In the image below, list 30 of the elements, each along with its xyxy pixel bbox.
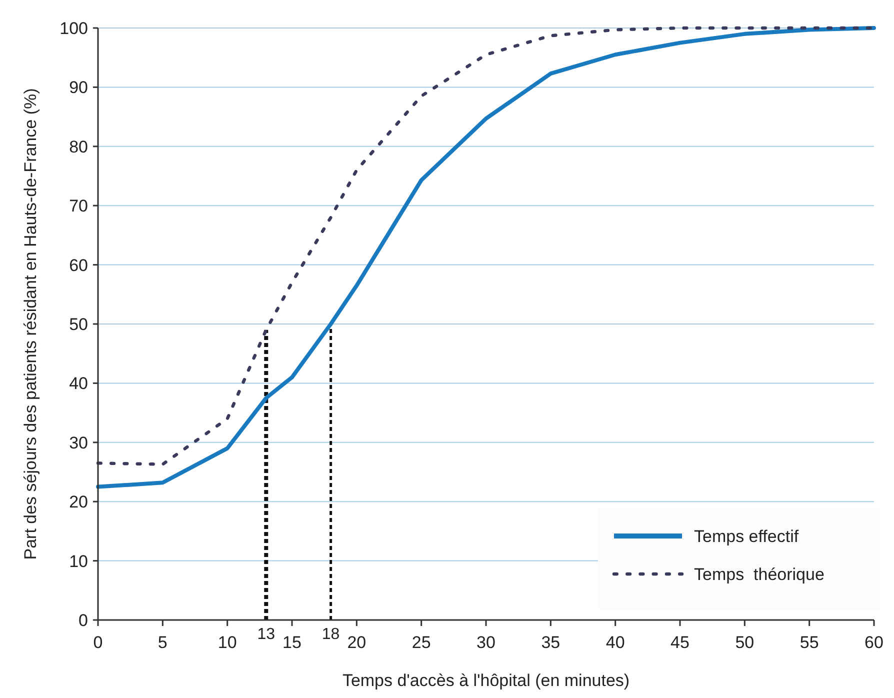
y-tick-label: 80: [69, 137, 88, 156]
legend-label: Temps théorique: [694, 564, 824, 584]
x-tick-label: 45: [670, 633, 690, 652]
y-tick-label: 30: [69, 433, 88, 452]
x-tick-label: 40: [606, 633, 625, 652]
y-tick-label: 70: [69, 196, 88, 216]
legend-label: Temps effectif: [694, 526, 799, 546]
x-tick-label: 35: [541, 633, 560, 652]
y-tick-label: 20: [69, 492, 88, 512]
x-tick-label: 20: [347, 633, 366, 652]
x-tick-label: 10: [218, 633, 237, 652]
x-tick-label: 0: [93, 633, 103, 652]
y-tick-label: 0: [78, 610, 88, 630]
ref-line-label: 13: [257, 626, 276, 643]
x-tick-label: 5: [158, 633, 168, 652]
y-tick-label: 100: [60, 18, 88, 38]
x-tick-label: 50: [735, 633, 754, 652]
y-axis-title: Part des séjours des patients résidant en Hauts-de-France (%): [21, 88, 40, 560]
x-tick-label: 30: [476, 633, 496, 652]
y-tick-label: 40: [69, 374, 88, 394]
ref-line-label: 18: [322, 626, 340, 643]
x-axis-title: Temps d'accès à l'hôpital (en minutes): [342, 671, 630, 690]
y-tick-label: 60: [69, 256, 88, 275]
y-tick-label: 10: [69, 552, 88, 571]
x-tick-label: 55: [800, 633, 819, 652]
x-tick-label: 60: [864, 633, 884, 652]
x-tick-label: 15: [282, 633, 302, 652]
y-tick-label: 50: [69, 314, 88, 334]
x-tick-label: 25: [412, 633, 431, 652]
y-tick-label: 90: [69, 78, 88, 98]
